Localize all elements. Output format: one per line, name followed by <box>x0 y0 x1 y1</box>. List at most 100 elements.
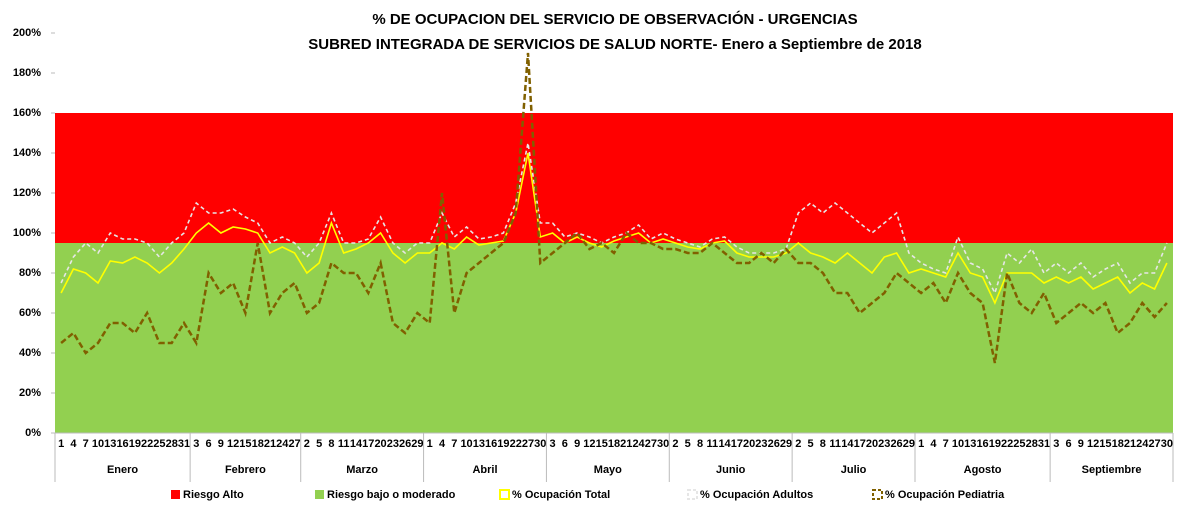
legend-swatch <box>872 489 883 500</box>
x-tick-label: 26 <box>399 438 411 450</box>
x-tick-label: 9 <box>1078 438 1084 450</box>
month-label: Enero <box>107 464 138 476</box>
x-tick-label: 7 <box>83 438 89 450</box>
x-tick-label: 29 <box>903 438 915 450</box>
x-tick-label: 19 <box>497 438 509 450</box>
x-tick-label: 23 <box>878 438 890 450</box>
x-tick-label: 29 <box>780 438 792 450</box>
x-tick-label: 16 <box>485 438 497 450</box>
x-tick-label: 18 <box>1112 438 1124 450</box>
x-tick-label: 11 <box>706 438 718 450</box>
month-label: Septiembre <box>1082 464 1142 476</box>
x-tick-label: 11 <box>829 438 841 450</box>
x-tick-label: 8 <box>820 438 826 450</box>
legend-swatch <box>687 489 698 500</box>
y-tick-label: 160% <box>13 107 41 119</box>
x-tick-label: 3 <box>193 438 199 450</box>
x-tick-label: 5 <box>808 438 814 450</box>
x-tick-label: 4 <box>439 438 446 450</box>
x-tick-label: 15 <box>1099 438 1111 450</box>
y-tick-label: 20% <box>19 387 41 399</box>
x-tick-label: 18 <box>252 438 264 450</box>
risk-band <box>55 113 1173 243</box>
x-tick-label: 3 <box>1053 438 1059 450</box>
x-tick-label: 19 <box>989 438 1001 450</box>
x-tick-label: 12 <box>1087 438 1099 450</box>
x-tick-label: 2 <box>672 438 678 450</box>
x-tick-label: 26 <box>890 438 902 450</box>
risk-band <box>55 243 1173 433</box>
chart-title: % DE OCUPACION DEL SERVICIO DE OBSERVACI… <box>372 10 857 28</box>
series-line <box>60 152 1168 305</box>
x-tick-label: 17 <box>362 438 374 450</box>
y-tick-label: 80% <box>19 267 41 279</box>
chart-subtitle: SUBRED INTEGRADA DE SERVICIOS DE SALUD N… <box>308 36 921 53</box>
month-label: Marzo <box>346 464 378 476</box>
x-tick-label: 7 <box>451 438 457 450</box>
x-tick-label: 14 <box>350 438 363 450</box>
x-tick-label: 27 <box>1148 438 1160 450</box>
legend-label: % Ocupación Adultos <box>700 489 813 501</box>
x-tick-label: 25 <box>1013 438 1025 450</box>
x-tick-label: 20 <box>866 438 878 450</box>
x-tick-label: 23 <box>387 438 399 450</box>
x-tick-label: 10 <box>92 438 104 450</box>
x-tick-label: 27 <box>522 438 534 450</box>
month-label: Abril <box>472 464 497 476</box>
x-tick-label: 16 <box>976 438 988 450</box>
month-label: Agosto <box>964 464 1002 476</box>
month-label: Julio <box>841 464 867 476</box>
legend-swatch <box>499 489 510 500</box>
x-tick-label: 13 <box>473 438 485 450</box>
x-tick-label: 30 <box>657 438 669 450</box>
month-label: Junio <box>716 464 746 476</box>
legend-label: Riesgo bajo o moderado <box>327 489 456 501</box>
x-tick-label: 21 <box>264 438 276 450</box>
x-tick-label: 24 <box>1136 438 1149 450</box>
x-tick-label: 30 <box>1161 438 1173 450</box>
x-tick-label: 25 <box>153 438 165 450</box>
legend-label: % Ocupación Pediatria <box>885 489 1005 501</box>
x-tick-label: 1 <box>918 438 924 450</box>
x-tick-label: 18 <box>608 438 620 450</box>
x-tick-label: 12 <box>227 438 239 450</box>
x-tick-label: 8 <box>697 438 703 450</box>
x-tick-label: 7 <box>943 438 949 450</box>
legend-swatch <box>315 490 324 499</box>
x-tick-label: 22 <box>141 438 153 450</box>
x-tick-label: 10 <box>952 438 964 450</box>
x-tick-label: 17 <box>731 438 743 450</box>
x-tick-label: 28 <box>166 438 178 450</box>
x-tick-label: 21 <box>620 438 632 450</box>
x-tick-label: 17 <box>854 438 866 450</box>
x-tick-label: 24 <box>632 438 645 450</box>
y-tick-label: 0% <box>25 427 41 439</box>
x-tick-label: 1 <box>427 438 433 450</box>
x-tick-label: 27 <box>645 438 657 450</box>
y-tick-label: 40% <box>19 347 41 359</box>
x-tick-label: 15 <box>239 438 251 450</box>
y-tick-label: 60% <box>19 307 41 319</box>
legend-label: % Ocupación Total <box>512 489 610 501</box>
x-tick-label: 4 <box>930 438 937 450</box>
x-tick-label: 31 <box>178 438 190 450</box>
month-label: Mayo <box>594 464 622 476</box>
x-tick-label: 15 <box>596 438 608 450</box>
x-tick-label: 9 <box>218 438 224 450</box>
x-tick-label: 27 <box>288 438 300 450</box>
x-tick-label: 14 <box>841 438 854 450</box>
series-line <box>60 52 1168 364</box>
x-tick-label: 23 <box>755 438 767 450</box>
x-tick-label: 24 <box>276 438 289 450</box>
x-tick-label: 19 <box>129 438 141 450</box>
y-tick-label: 120% <box>13 187 41 199</box>
x-tick-label: 20 <box>374 438 386 450</box>
x-tick-label: 20 <box>743 438 755 450</box>
x-tick-label: 21 <box>1124 438 1136 450</box>
y-tick-label: 140% <box>13 147 41 159</box>
x-tick-label: 6 <box>206 438 212 450</box>
x-tick-label: 11 <box>338 438 350 450</box>
month-label: Febrero <box>225 464 266 476</box>
x-tick-label: 26 <box>768 438 780 450</box>
